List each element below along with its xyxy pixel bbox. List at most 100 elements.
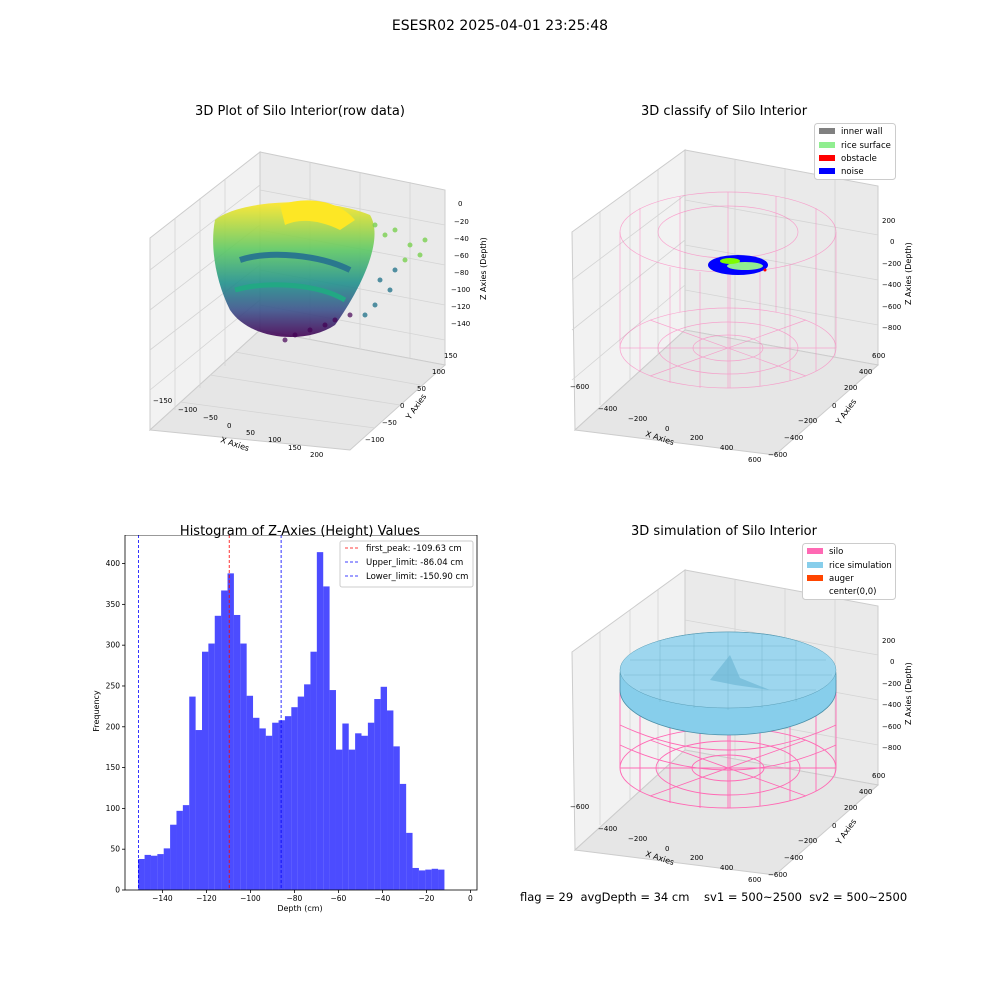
- p4-ztick: −400: [882, 701, 901, 709]
- p4-ytick: 200: [844, 804, 857, 812]
- x-tick-label: 0: [468, 894, 473, 903]
- histogram-bar: [291, 707, 298, 890]
- histogram-bar: [425, 869, 432, 890]
- legend-swatch: [807, 575, 823, 581]
- p4-ztick: −200: [882, 680, 901, 688]
- p4-ytick: 600: [872, 772, 885, 780]
- p2-xtick: 400: [720, 444, 733, 452]
- histogram-bar: [278, 720, 285, 890]
- p4-ztick: −800: [882, 744, 901, 752]
- histogram-yticks: 0 50 100 150 200 250 300 350 400: [106, 559, 125, 895]
- p1-xtick: 100: [268, 436, 281, 444]
- histogram-bar: [240, 643, 247, 890]
- panel4-rice-surface: [619, 631, 837, 736]
- p2-ytick: 0: [832, 402, 836, 410]
- legend-label: first_peak: -109.63 cm: [366, 544, 462, 554]
- p4-xtick: −400: [598, 825, 617, 833]
- p1-ztick: −100: [451, 286, 470, 294]
- histogram-xticks: −140 −120 −100 −80 −60 −40 −20 0: [152, 890, 473, 903]
- histogram-bar: [418, 870, 426, 890]
- legend-label: Lower_limit: -150.90 cm: [366, 572, 468, 582]
- legend-label: inner wall: [841, 127, 882, 137]
- p2-ytick: 200: [844, 384, 857, 392]
- histogram-bar: [144, 854, 151, 890]
- p2-xtick: 200: [690, 434, 703, 442]
- status-footer: flag = 29 avgDepth = 34 cm sv1 = 500~250…: [520, 890, 908, 904]
- legend-label: obstacle: [841, 154, 877, 164]
- p1-ytick: −100: [365, 436, 384, 444]
- panel4-silo-wireframe: [619, 680, 837, 809]
- figure-title: ESESR02 2025-04-01 23:25:48: [391, 18, 609, 34]
- p4-xtick: 600: [748, 876, 761, 884]
- legend-label: center(0,0): [829, 587, 877, 597]
- panel4-title: 3D simulation of Silo Interior: [631, 524, 817, 539]
- legend-label: rice simulation: [829, 561, 892, 571]
- histogram-bar: [438, 869, 445, 890]
- panel1-point-cloud: [213, 200, 428, 343]
- x-tick-label: −40: [374, 894, 390, 903]
- p1-ztick: −140: [451, 320, 470, 328]
- x-tick-label: −140: [152, 894, 173, 903]
- p4-ylabel: Y Axies: [834, 817, 859, 847]
- legend-label: noise: [841, 167, 864, 177]
- panel2-3d-plot: −600 −400 −200 0 200 400 600 X Axies −60…: [570, 149, 913, 464]
- histogram-bar: [310, 651, 317, 890]
- legend-swatch: [819, 155, 835, 161]
- y-tick-label: 150: [106, 763, 121, 772]
- p1-ytick: 0: [400, 402, 404, 410]
- x-tick-label: −120: [196, 894, 217, 903]
- histogram-bar: [380, 686, 388, 890]
- legend-swatch: [819, 168, 835, 174]
- p1-ytick: −50: [382, 419, 397, 427]
- panel2-silo-wireframe: [619, 191, 837, 389]
- histogram-bar: [150, 855, 158, 890]
- p2-ztick: −400: [882, 281, 901, 289]
- histogram-bar: [323, 586, 330, 890]
- p1-zlabel: Z Axies (Depth): [479, 237, 488, 300]
- histogram-bar: [221, 590, 228, 890]
- legend-label: auger: [829, 574, 854, 584]
- y-tick-label: 350: [106, 600, 121, 609]
- p1-ztick: −20: [454, 218, 469, 226]
- p1-ztick: 0: [458, 200, 462, 208]
- histogram-reference-lines: [138, 535, 282, 890]
- panel2-panes: [571, 149, 880, 456]
- histogram-bar: [316, 552, 324, 890]
- y-tick-label: 400: [106, 559, 121, 568]
- p1-xtick: −150: [153, 397, 172, 405]
- p1-ztick: −60: [454, 252, 469, 260]
- p2-ytick: 400: [859, 368, 872, 376]
- p2-xtick: −600: [570, 383, 589, 391]
- histogram-bar: [329, 690, 336, 890]
- histogram-bar: [138, 858, 145, 890]
- p1-ztick: −120: [451, 303, 470, 311]
- panel4-legend: silo rice simulation auger center(0,0): [802, 543, 896, 600]
- legend-swatch: [819, 142, 835, 148]
- p4-ytick: 0: [832, 822, 836, 830]
- p1-xtick: 50: [246, 429, 255, 437]
- p2-xtick: −200: [628, 415, 647, 423]
- p4-xtick: −600: [570, 803, 589, 811]
- panel2-title: 3D classify of Silo Interior: [640, 104, 808, 119]
- p1-ytick: 50: [417, 385, 426, 393]
- histogram-bar: [374, 699, 381, 890]
- p2-xtick: −400: [598, 405, 617, 413]
- histogram-bar: [233, 614, 241, 890]
- p2-ztick: −800: [882, 324, 901, 332]
- panel1-3d-plot: −150 −100 −50 0 50 100 150 200 X Axies −…: [148, 150, 488, 459]
- histogram-xlabel: Depth (cm): [277, 904, 322, 913]
- p2-xtick: 0: [665, 425, 669, 433]
- p4-zlabel: Z Axies (Depth): [904, 662, 913, 725]
- histogram-bar: [253, 717, 260, 890]
- histogram-bar: [348, 749, 356, 890]
- histogram-bar: [387, 710, 394, 890]
- p4-ztick: 0: [890, 658, 894, 666]
- histogram-bar: [170, 824, 177, 890]
- p2-ztick: −600: [882, 303, 901, 311]
- histogram-bar: [208, 643, 215, 890]
- histogram-bar: [202, 651, 209, 890]
- p4-xtick: −200: [628, 835, 647, 843]
- p4-ytick: −400: [784, 854, 803, 862]
- histogram-chart: −140 −120 −100 −80 −60 −40 −20 0 0 50 100 150 200 25…: [92, 535, 478, 913]
- p1-ytick: 100: [432, 368, 445, 376]
